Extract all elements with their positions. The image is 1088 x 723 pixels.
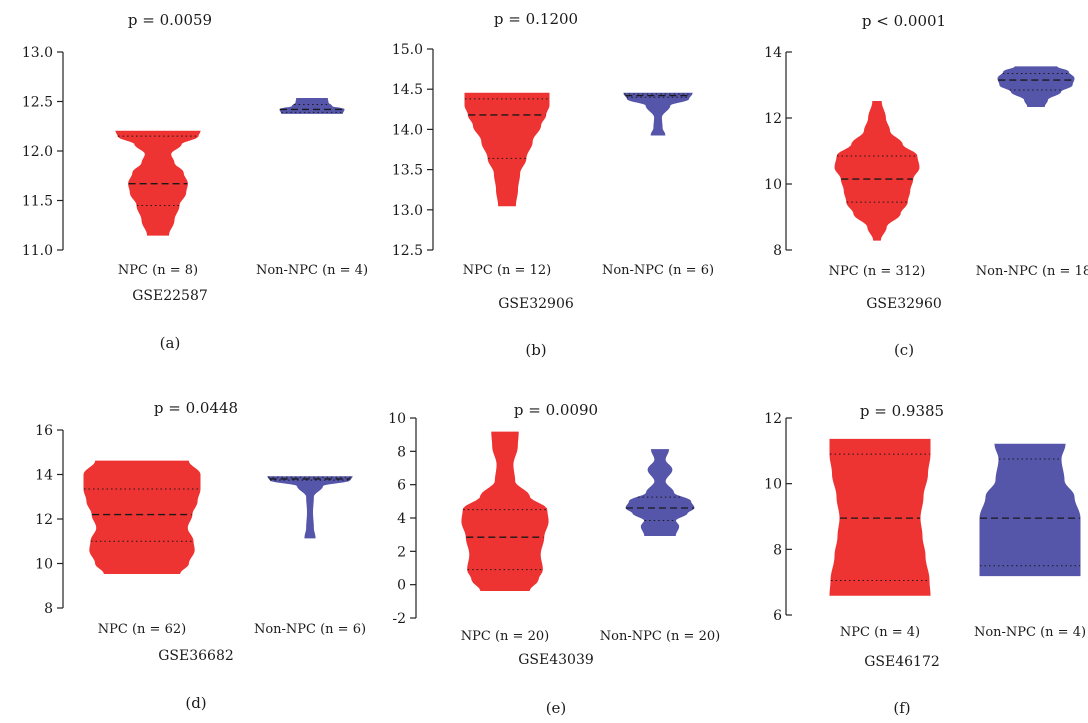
y-tick-label: 10 [388, 411, 406, 427]
y-tick-label: 16 [35, 423, 53, 439]
non-npc-violin [279, 98, 345, 114]
panel-label: (a) [160, 334, 181, 352]
non-npc-violin [625, 449, 695, 536]
panel-label: (c) [894, 341, 914, 359]
panel-label: (f) [893, 699, 910, 717]
x-category-label: Non-NPC (n = 6) [602, 263, 714, 278]
npc-violin [464, 92, 550, 207]
non-npc-violin [997, 66, 1075, 107]
x-axis-title: GSE36682 [158, 648, 234, 664]
panel-c: p < 0.0001 8 10 12 14 NPC (n = 312) Non-NPC (n… [764, 12, 1088, 359]
y-tick-label: 8 [44, 601, 53, 617]
chart-title: p = 0.0059 [128, 11, 212, 29]
non-npc-violin [623, 92, 693, 136]
y-tick-label: 6 [773, 608, 782, 624]
y-tick-label: 12 [35, 512, 53, 528]
chart-title: p = 0.9385 [860, 402, 944, 420]
y-tick-label: 10 [35, 557, 53, 573]
y-tick-label: 12.5 [392, 243, 423, 259]
y-tick-label: -2 [392, 611, 406, 627]
npc-violin [461, 431, 549, 591]
panel-d: p = 0.0448 8 10 12 14 16 NPC (n = 62) Non-NPC (… [35, 399, 366, 712]
npc-violin [83, 460, 201, 575]
y-tick-label: 11.5 [22, 194, 53, 210]
y-tick-label: 15.0 [392, 42, 423, 58]
x-category-label: Non-NPC (n = 18) [976, 264, 1088, 279]
y-tick-label: 8 [773, 243, 782, 259]
y-tick-label: 14 [764, 45, 782, 61]
x-category-label: Non-NPC (n = 4) [256, 263, 368, 278]
x-axis-title: GSE32906 [498, 296, 574, 312]
y-tick-label: 12 [764, 411, 782, 427]
y-tick-label: 0 [397, 578, 406, 594]
panel-f: p = 0.9385 6 8 10 12 NPC (n = 4) Non-NPC (n = … [764, 402, 1086, 717]
panel-label: (b) [525, 341, 546, 359]
chart-title: p < 0.0001 [862, 12, 946, 30]
y-tick-label: 14 [35, 468, 53, 484]
y-tick-label: 2 [397, 544, 406, 560]
y-tick-label: 12 [764, 111, 782, 127]
y-tick-label: 13.0 [22, 45, 53, 61]
y-tick-label: 14.5 [392, 82, 423, 98]
y-tick-label: 12.5 [22, 95, 53, 111]
x-category-label: NPC (n = 312) [829, 264, 926, 279]
x-axis-title: GSE43039 [518, 652, 594, 668]
x-category-label: Non-NPC (n = 4) [974, 625, 1086, 640]
y-tick-label: 12.0 [22, 144, 53, 160]
y-tick-label: 8 [773, 542, 782, 558]
chart-title: p = 0.0448 [154, 399, 238, 417]
x-category-label: Non-NPC (n = 6) [254, 622, 366, 637]
y-tick-label: 10 [764, 177, 782, 193]
y-tick-label: 4 [397, 511, 406, 527]
y-tick-label: 14.0 [392, 122, 423, 138]
panel-label: (e) [546, 699, 567, 717]
npc-violin [834, 101, 920, 241]
y-tick-label: 6 [397, 478, 406, 494]
y-tick-label: 10 [764, 477, 782, 493]
chart-title: p = 0.1200 [494, 10, 578, 28]
x-axis-title: GSE46172 [864, 654, 940, 670]
x-axis-title: GSE22587 [132, 288, 208, 304]
x-category-label: Non-NPC (n = 20) [600, 629, 720, 644]
panel-b: p = 0.1200 12.5 13.0 13.5 14.0 14.5 15.0 NPC (n… [392, 10, 714, 359]
y-tick-label: 13.5 [392, 163, 423, 179]
panel-e: p = 0.0090 -2 0 2 4 6 8 10 NPC (n = 20) Non-NPC (… [388, 401, 720, 717]
y-tick-label: 8 [397, 444, 406, 460]
y-tick-label: 11.0 [22, 243, 53, 259]
non-npc-violin [979, 443, 1081, 577]
x-category-label: NPC (n = 12) [463, 263, 551, 278]
panel-a: p = 0.0059 11.0 11.5 12.0 12.5 13.0 NPC (n = 8… [22, 11, 368, 352]
x-category-label: NPC (n = 20) [461, 629, 549, 644]
npc-violin [829, 438, 931, 596]
npc-violin [115, 130, 201, 236]
panel-label: (d) [185, 694, 206, 712]
x-category-label: NPC (n = 8) [118, 263, 198, 278]
x-axis-title: GSE32960 [866, 296, 942, 312]
chart-title: p = 0.0090 [514, 401, 598, 419]
non-npc-violin [267, 476, 353, 539]
x-category-label: NPC (n = 62) [98, 622, 186, 637]
x-category-label: NPC (n = 4) [840, 625, 920, 640]
y-tick-label: 13.0 [392, 203, 423, 219]
